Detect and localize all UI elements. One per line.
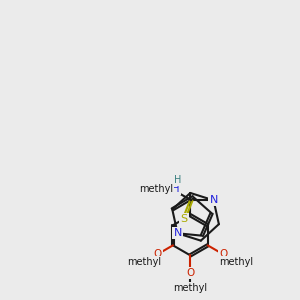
Text: N: N [173, 228, 182, 238]
Text: methyl: methyl [127, 257, 161, 267]
Text: O: O [153, 249, 162, 259]
Text: NH: NH [164, 184, 180, 194]
Text: O: O [219, 249, 227, 259]
Text: H: H [174, 176, 181, 185]
Text: methyl: methyl [173, 283, 207, 293]
Text: N: N [209, 195, 218, 205]
Text: O: O [186, 268, 194, 278]
Text: methyl: methyl [139, 184, 173, 194]
Text: S: S [180, 214, 188, 224]
Text: methyl: methyl [219, 257, 253, 267]
